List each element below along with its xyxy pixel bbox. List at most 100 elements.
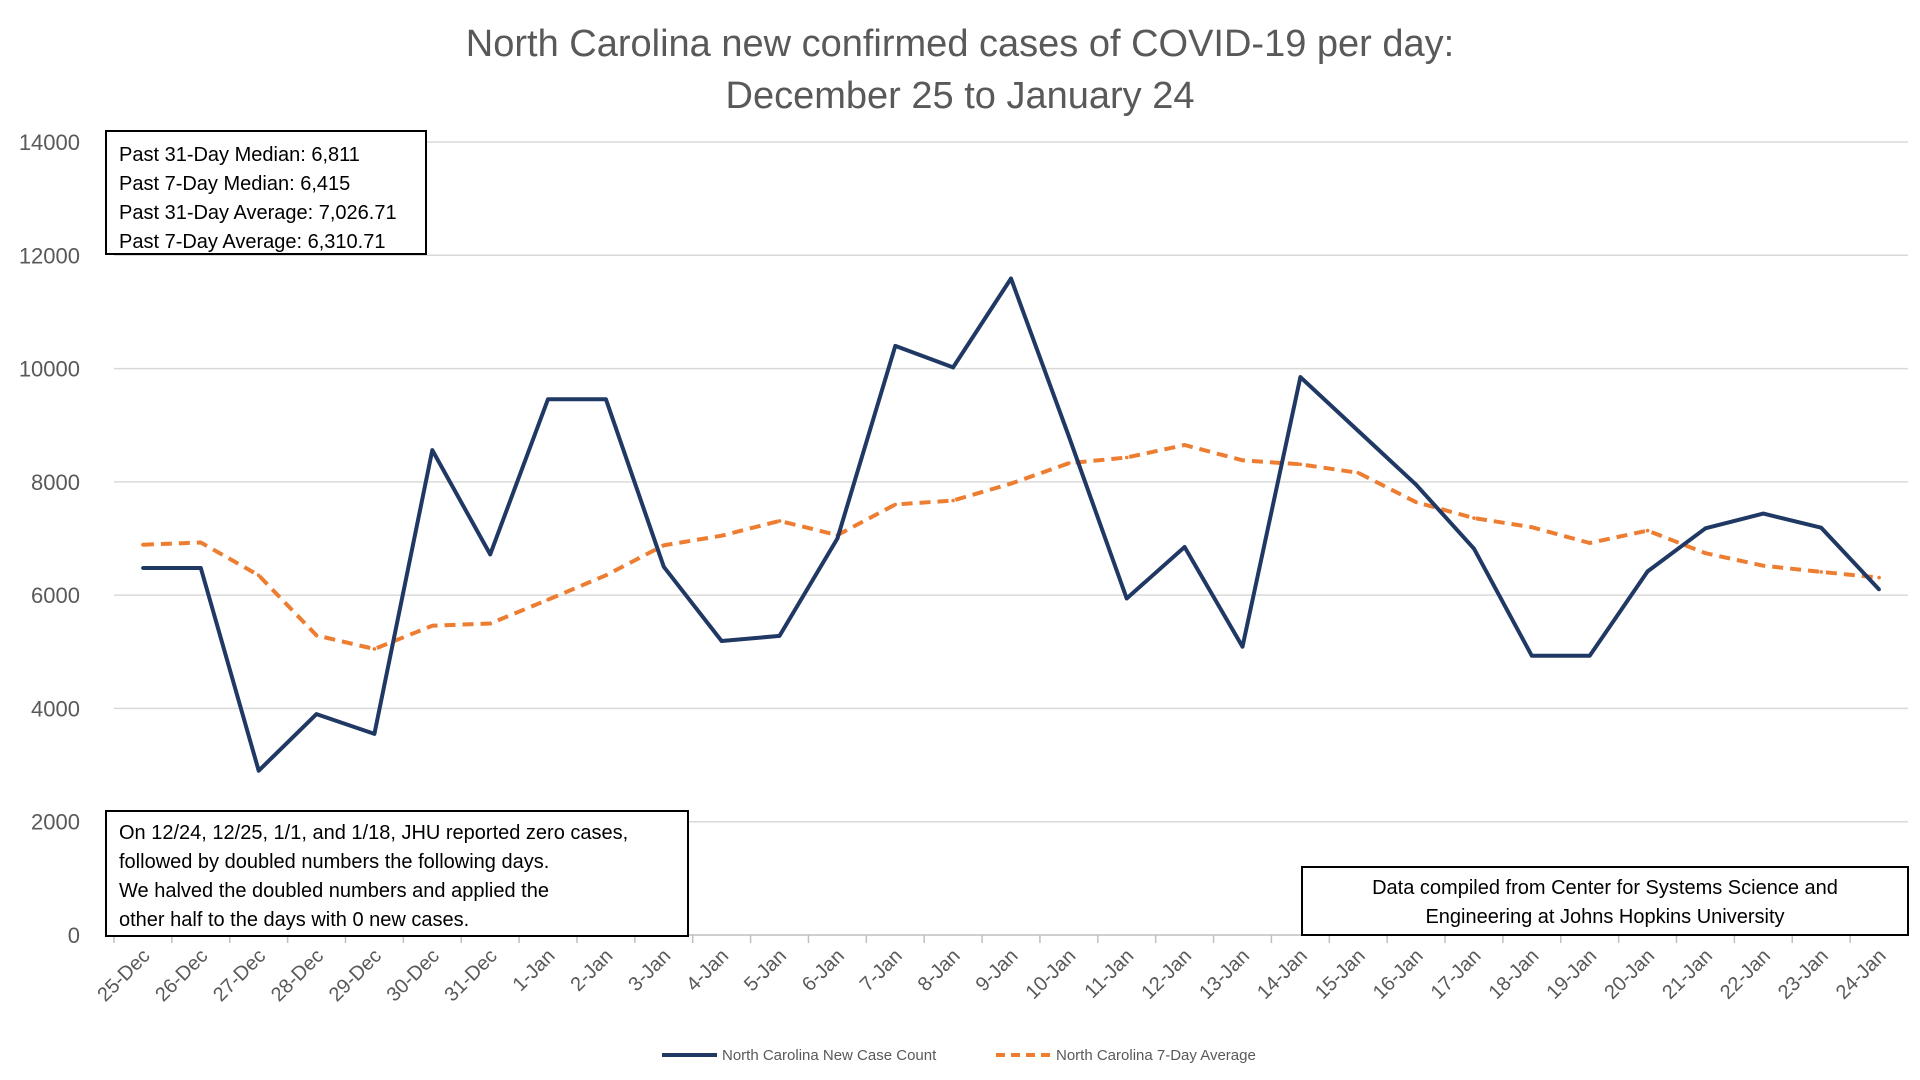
average-point	[141, 542, 145, 547]
x-tick-label: 3-Jan	[624, 945, 675, 996]
average-point	[1587, 541, 1592, 545]
case-count-point	[1761, 511, 1766, 516]
case-count-series-line	[142, 276, 1881, 773]
legend: North Carolina New Case Count North Carol…	[662, 1047, 1256, 1064]
x-tick-label: 28-Dec	[267, 945, 328, 1006]
case-count-point	[546, 397, 550, 401]
stat-31-day-average: Past 31-Day Average: 7,026.71	[119, 202, 397, 224]
average-point	[1124, 455, 1129, 460]
source-line-2: Engineering at Johns Hopkins University	[1425, 906, 1785, 928]
average-point	[1472, 516, 1476, 520]
x-tick-label: 27-Dec	[209, 945, 270, 1006]
data-source-box: Data compiled from Center for Systems Sc…	[1301, 866, 1909, 936]
case-count-point	[430, 448, 435, 452]
legend-label: North Carolina 7-Day Average	[1056, 1047, 1256, 1064]
case-count-point	[1009, 276, 1013, 281]
average-point	[256, 573, 261, 578]
chart-title-line1: North Carolina new confirmed cases of CO…	[465, 23, 1455, 65]
average-point	[1182, 443, 1187, 447]
average-point	[372, 647, 377, 651]
case-count-point	[1472, 546, 1476, 551]
x-tick-label: 14-Jan	[1253, 945, 1312, 1004]
x-tick-label: 7-Jan	[856, 945, 907, 996]
average-point	[1530, 525, 1534, 529]
average-point	[1298, 462, 1303, 467]
case-count-point	[199, 566, 203, 570]
average-point	[951, 498, 955, 503]
average-point	[1414, 500, 1418, 505]
x-tick-label: 8-Jan	[914, 945, 965, 996]
x-tick-label: 13-Jan	[1195, 945, 1254, 1004]
x-tick-label: 21-Jan	[1658, 945, 1717, 1004]
x-tick-label: 22-Jan	[1716, 945, 1775, 1004]
average-point	[1240, 458, 1245, 463]
case-count-point	[1298, 375, 1303, 379]
series-lines	[141, 276, 1881, 773]
x-tick-label: 26-Dec	[151, 945, 212, 1006]
average-point	[777, 519, 782, 523]
y-tick-label: 10000	[19, 357, 80, 382]
legend-label: North Carolina New Case Count	[722, 1047, 937, 1064]
average-point	[719, 533, 724, 538]
note-line-1: On 12/24, 12/25, 1/1, and 1/18, JHU repo…	[119, 822, 629, 844]
average-point	[546, 597, 550, 602]
chart-title: North Carolina new confirmed cases of CO…	[0, 18, 1920, 122]
x-tick-label: 31-Dec	[441, 945, 502, 1006]
x-tick-label: 24-Jan	[1832, 945, 1891, 1004]
case-count-point	[1124, 596, 1129, 601]
average-series-line	[142, 443, 1880, 651]
y-tick-label: 0	[68, 923, 80, 948]
case-count-point	[488, 552, 492, 557]
case-count-point	[1587, 653, 1592, 658]
y-tick-label: 2000	[31, 810, 80, 835]
x-tick-label: 15-Jan	[1311, 945, 1370, 1004]
stat-7-day-median: Past 7-Day Median: 6,415	[119, 173, 351, 195]
y-tick-label: 8000	[31, 470, 80, 495]
average-point	[1703, 551, 1708, 556]
average-point	[1877, 575, 1881, 580]
x-tick-label: 10-Jan	[1022, 945, 1081, 1004]
x-tick-label: 1-Jan	[509, 945, 560, 996]
case-count-point	[1645, 569, 1650, 574]
y-tick-label: 12000	[19, 243, 80, 268]
average-point	[199, 540, 203, 545]
note-line-2: followed by doubled numbers the followin…	[119, 851, 550, 873]
average-point	[1645, 528, 1650, 533]
average-point	[1067, 461, 1071, 465]
x-tick-label: 11-Jan	[1081, 945, 1139, 1003]
x-tick-label: 29-Dec	[325, 945, 386, 1006]
average-point	[1761, 563, 1766, 568]
x-tick-label: 19-Jan	[1542, 945, 1601, 1004]
x-tick-label: 2-Jan	[567, 945, 618, 996]
average-point	[893, 502, 898, 507]
case-count-point	[1530, 653, 1534, 658]
case-count-point	[1356, 429, 1361, 433]
y-axis-ticks: 0 2000 4000 6000 8000 10000 12000 14000	[19, 130, 80, 948]
case-count-point	[1182, 545, 1187, 549]
average-point	[1356, 470, 1361, 475]
x-tick-label: 25-Dec	[93, 945, 154, 1006]
case-count-point	[256, 768, 261, 773]
average-point	[1819, 570, 1823, 574]
x-tick-label: 18-Jan	[1485, 945, 1544, 1004]
x-tick-label: 20-Jan	[1600, 945, 1659, 1004]
x-tick-label: 16-Jan	[1369, 945, 1428, 1004]
y-tick-label: 4000	[31, 696, 80, 721]
note-line-3: We halved the doubled numbers and applie…	[119, 880, 549, 902]
average-point	[488, 621, 492, 626]
average-point	[314, 633, 319, 638]
summary-stats-box: Past 31-Day Median: 6,811 Past 7-Day Med…	[105, 130, 427, 255]
average-point	[430, 623, 435, 628]
source-line-1: Data compiled from Center for Systems Sc…	[1372, 877, 1838, 899]
stat-31-day-median: Past 31-Day Median: 6,811	[119, 144, 360, 166]
case-count-point	[1877, 587, 1881, 592]
case-count-point	[719, 639, 724, 643]
x-tick-label: 12-Jan	[1137, 945, 1196, 1004]
case-count-point	[777, 634, 782, 638]
case-count-point	[661, 565, 666, 569]
case-count-point	[141, 566, 145, 570]
average-point	[661, 543, 666, 548]
x-tick-label: 30-Dec	[383, 945, 444, 1006]
case-count-point	[1414, 482, 1418, 487]
